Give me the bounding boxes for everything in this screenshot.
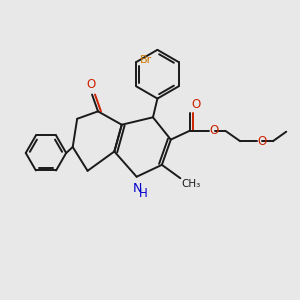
Text: H: H — [139, 187, 148, 200]
Text: O: O — [86, 78, 95, 91]
Text: O: O — [191, 98, 200, 112]
Text: Br: Br — [140, 55, 152, 64]
Text: CH₃: CH₃ — [182, 179, 201, 189]
Text: O: O — [210, 124, 219, 137]
Text: O: O — [257, 135, 266, 148]
Text: N: N — [133, 182, 142, 195]
